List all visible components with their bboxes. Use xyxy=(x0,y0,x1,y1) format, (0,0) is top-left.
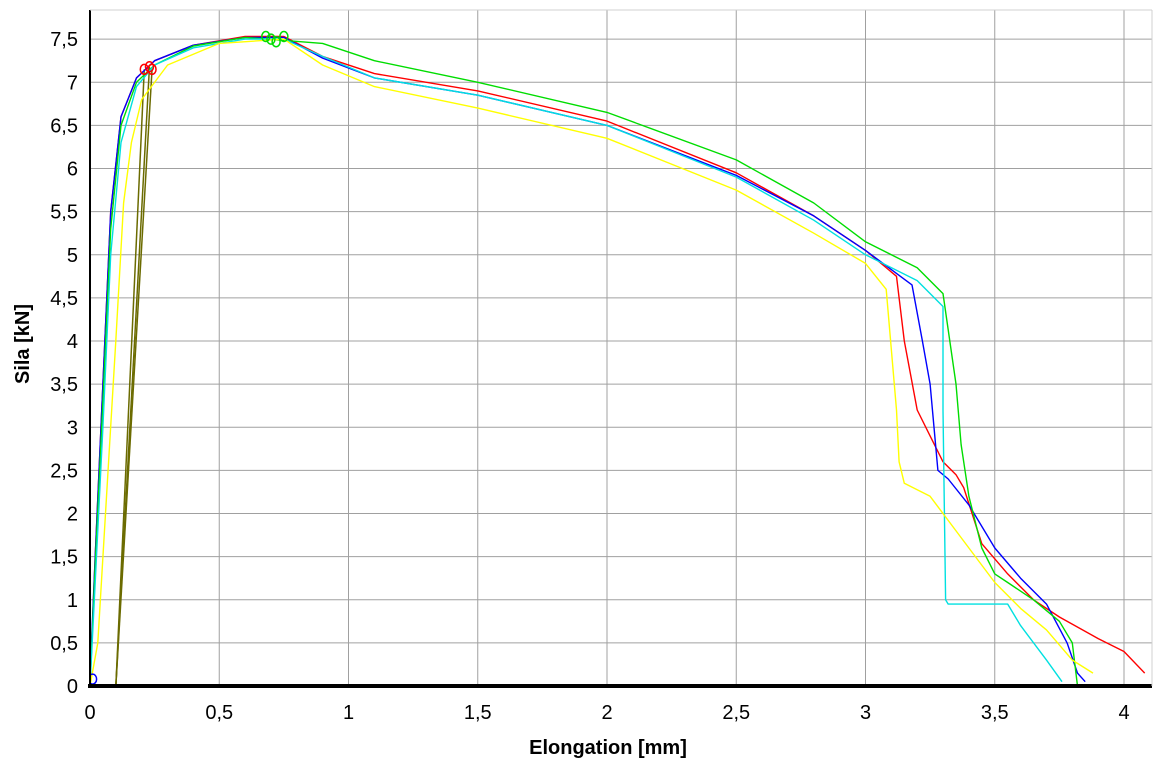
y-tick-label: 2 xyxy=(67,504,78,526)
y-tick-label: 6 xyxy=(67,159,78,181)
series-marker-1 xyxy=(147,63,157,76)
x-tick-label: 0,5 xyxy=(205,702,233,724)
series-line-5 xyxy=(90,38,1094,686)
series-marker-3 xyxy=(279,30,289,43)
y-tick-label: 3,5 xyxy=(50,374,78,396)
y-tick-label: 5,5 xyxy=(50,202,78,224)
x-axis-title: Elongation [mm] xyxy=(529,737,687,759)
unloading-line xyxy=(115,69,146,686)
y-tick-label: 0 xyxy=(67,676,78,698)
series-marker-1 xyxy=(144,60,155,73)
axes xyxy=(88,9,1153,688)
x-tick-label: 2,5 xyxy=(722,702,750,724)
y-tick-label: 6,5 xyxy=(50,115,78,137)
y-tick-label: 0,5 xyxy=(50,633,78,655)
series-line-4 xyxy=(90,38,1063,686)
x-tick-label: 4 xyxy=(1118,702,1129,724)
series-marker-3 xyxy=(271,35,281,48)
y-tick-label: 5 xyxy=(67,245,78,267)
grid xyxy=(90,10,1152,686)
plot-area xyxy=(90,30,1146,686)
series-marker-3 xyxy=(261,30,271,43)
x-tick-label: 0 xyxy=(84,702,95,724)
y-tick-label: 3 xyxy=(67,417,78,439)
tick-labels: 0 0,5 1 1,5 2 2,5 3 3,5 4 0 0,5 1 1,5 2 2,5 3 3,5 4 4,5 5 5,… xyxy=(50,29,1129,724)
series-line-2 xyxy=(90,36,1086,683)
x-tick-label: 3 xyxy=(860,702,871,724)
x-tick-label: 3,5 xyxy=(981,702,1009,724)
y-tick-label: 7 xyxy=(67,72,78,94)
x-tick-label: 2 xyxy=(601,702,612,724)
y-tick-label: 2,5 xyxy=(50,460,78,482)
x-tick-label: 1,5 xyxy=(464,702,492,724)
series-line-3 xyxy=(90,36,1079,686)
series-marker-3 xyxy=(266,33,276,45)
y-tick-label: 1,5 xyxy=(50,547,78,569)
y-tick-label: 1 xyxy=(67,590,78,612)
x-tick-label: 1 xyxy=(343,702,354,724)
y-tick-label: 4,5 xyxy=(50,288,78,310)
y-tick-label: 4 xyxy=(67,331,78,353)
y-axis-title: Sila [kN] xyxy=(12,304,34,384)
y-tick-label: 7,5 xyxy=(50,29,78,51)
unloading-line xyxy=(115,69,153,686)
